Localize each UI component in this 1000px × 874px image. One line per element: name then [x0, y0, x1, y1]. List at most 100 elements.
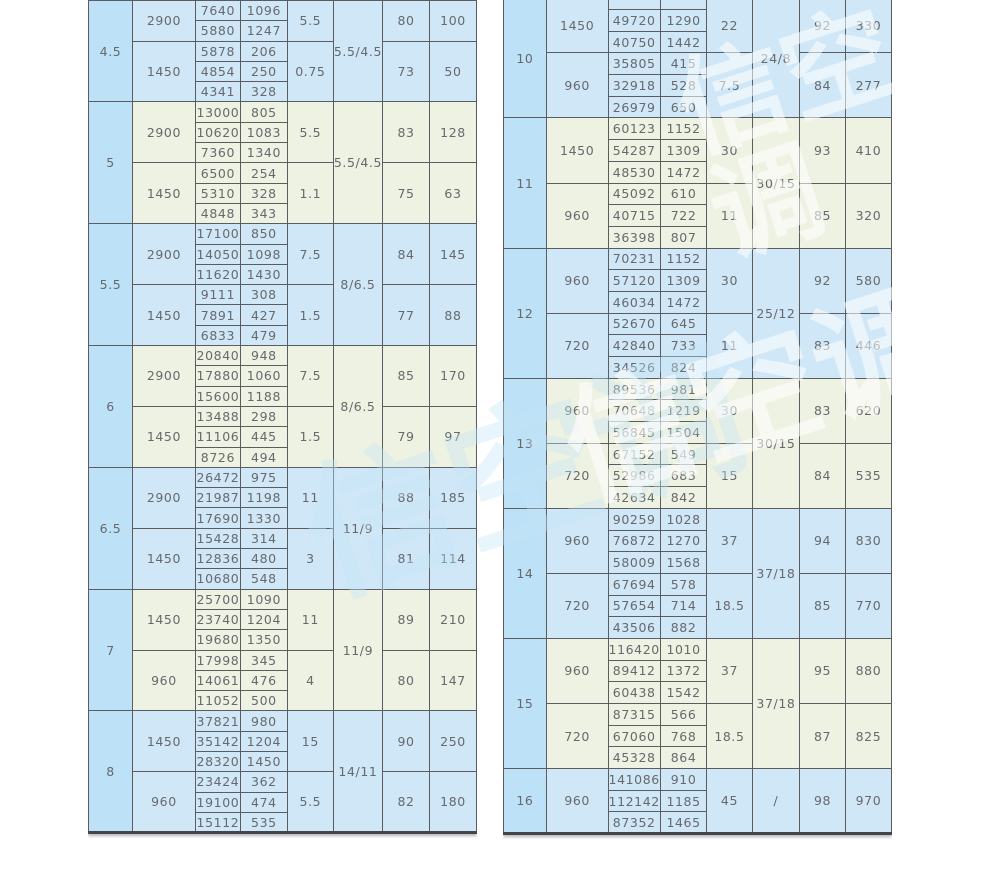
table-row: 15 960 116420 1010 37 37/18 95 880 — [503, 637, 892, 770]
efficiency-cell: 85 — [799, 182, 846, 249]
pressure-cell: 1028 — [659, 507, 708, 531]
flow-cell: 13488 — [194, 405, 241, 428]
table-row: 16 960 141086 910 45/98 970 — [503, 768, 892, 835]
noise-cell: 50 — [428, 40, 477, 103]
pressure-cell: 980 — [239, 710, 288, 732]
flow-cell: 20840 — [194, 345, 241, 367]
flow-cell: 7360 — [194, 142, 241, 164]
power-cell: 7.5 — [706, 52, 753, 119]
pressure-cell: 578 — [659, 572, 708, 596]
table-row: 23740 1204 — [89, 608, 477, 631]
table-row: 34526 824 — [504, 356, 892, 379]
noise-cell: 446 — [844, 312, 892, 379]
table-row: 76872 1270 — [504, 529, 892, 553]
table-row: 1450 13488 298 1.5 79 97 — [89, 405, 477, 468]
table-row: 1450 9111 308 1.5 77 88 — [89, 284, 477, 347]
rpm-cell: 960 — [545, 182, 609, 249]
flow-cell: 7640 — [194, 0, 241, 22]
flow-cell: 87315 — [607, 703, 661, 726]
rpm-cell: 1450 — [131, 162, 196, 225]
flow-cell: 35142 — [194, 730, 241, 752]
pressure-cell: 480 — [239, 548, 288, 570]
table-row: 57654 714 — [504, 594, 892, 618]
stage-ratio-cell: 37/18 — [751, 507, 801, 639]
table-row: 960 23424 362 5.5 82 180 — [89, 771, 477, 834]
efficiency-cell: 94 — [799, 507, 846, 574]
flow-cell: 10620 — [194, 121, 241, 144]
pressure-cell: 768 — [659, 724, 708, 748]
table-row: 60438 1542 — [504, 681, 892, 704]
stage-ratio-cell: 14/11 — [332, 710, 384, 834]
pressure-cell: 479 — [239, 324, 288, 347]
rpm-cell: 720 — [545, 702, 609, 770]
flow-cell: 4848 — [194, 202, 241, 225]
table-row: 87352 1465 — [504, 811, 892, 835]
pressure-cell: 476 — [239, 669, 288, 692]
flow-cell: 89412 — [607, 659, 661, 683]
machine-no-cell: 5.5 — [88, 223, 133, 347]
efficiency-cell: 87 — [799, 702, 846, 770]
power-cell: 1.5 — [286, 405, 334, 468]
pressure-cell: 683 — [659, 464, 708, 488]
flow-cell: 141086 — [607, 768, 661, 791]
table-row: 4341 328 — [89, 81, 477, 103]
table-row: 43506 882 — [504, 616, 892, 639]
flow-cell: 5310 — [194, 182, 241, 204]
rpm-cell: 960 — [545, 377, 609, 444]
noise-cell: 620 — [844, 377, 892, 444]
stage-ratio-cell: 5.5/4.5 — [332, 101, 384, 225]
flow-cell: 19680 — [194, 629, 241, 651]
rpm-cell: 1450 — [545, 117, 609, 184]
machine-no-cell: 12 — [503, 247, 547, 379]
table-row: 19680 1350 — [89, 629, 477, 651]
spec-table: 4.5 2900 7640 1096 5.5 5.5/4.5 80 100 5880 1247 14… — [88, 0, 477, 835]
table-row: 960 17998 345 4 80 147 — [89, 649, 477, 712]
table-row: 1450 15428 314 3 81 114 — [89, 527, 477, 590]
efficiency-cell: 83 — [799, 312, 846, 379]
pressure-cell: 500 — [239, 690, 288, 712]
flow-cell: 17100 — [194, 223, 241, 245]
pressure-cell: 1340 — [239, 142, 288, 164]
flow-cell: 70231 — [607, 247, 661, 271]
table-row: 7891 427 — [89, 304, 477, 326]
rpm-cell: 960 — [131, 649, 196, 712]
pressure-cell: 975 — [239, 466, 288, 489]
table-row: 49720 1290 — [504, 9, 892, 32]
machine-no-cell: 10 — [503, 0, 547, 119]
pressure-cell: 610 — [659, 182, 708, 206]
stage-ratio-cell: 30/15 — [751, 117, 801, 249]
table-row: 6 2900 20840 948 7.5 8/6.5 85 170 — [88, 345, 477, 468]
table-row: 8726 494 — [89, 446, 477, 468]
efficiency-cell: 98 — [799, 768, 846, 835]
rpm-cell: 2900 — [131, 101, 196, 164]
pressure-cell: 343 — [239, 202, 288, 225]
flow-cell: 26472 — [194, 466, 241, 489]
flow-cell: 40750 — [607, 30, 661, 54]
stage-ratio-cell: 8/6.5 — [332, 223, 384, 347]
table-row: 12836 480 — [89, 548, 477, 570]
noise-cell: 170 — [428, 345, 477, 407]
pressure-cell: 1472 — [659, 160, 708, 184]
flow-cell: 67060 — [607, 724, 661, 748]
table-row: 14 960 90259 1028 37 37/18 94 830 — [503, 507, 892, 639]
pressure-cell: 1219 — [659, 399, 708, 423]
efficiency-cell: 90 — [382, 710, 430, 773]
stage-ratio-cell: 25/12 — [751, 247, 801, 379]
flow-cell: 6833 — [194, 324, 241, 347]
table-row: 112142 1185 — [504, 789, 892, 813]
flow-cell: 57120 — [607, 269, 661, 292]
pressure-cell: 1188 — [239, 385, 288, 407]
flow-cell: 21987 — [194, 487, 241, 509]
flow-cell: 4341 — [194, 81, 241, 103]
efficiency-cell: 73 — [382, 40, 430, 103]
stage-ratio-cell: 5.5/4.5 — [332, 0, 384, 103]
flow-cell: 10680 — [194, 568, 241, 590]
flow-cell: 19100 — [194, 791, 241, 813]
noise-cell: 970 — [844, 768, 892, 835]
noise-cell: 830 — [844, 507, 892, 574]
power-cell: 22 — [706, 0, 753, 54]
table-row: 10680 548 — [89, 568, 477, 590]
efficiency-cell: 77 — [382, 284, 430, 347]
flow-cell: 36398 — [607, 225, 661, 249]
flow-cell: 45328 — [607, 746, 661, 770]
